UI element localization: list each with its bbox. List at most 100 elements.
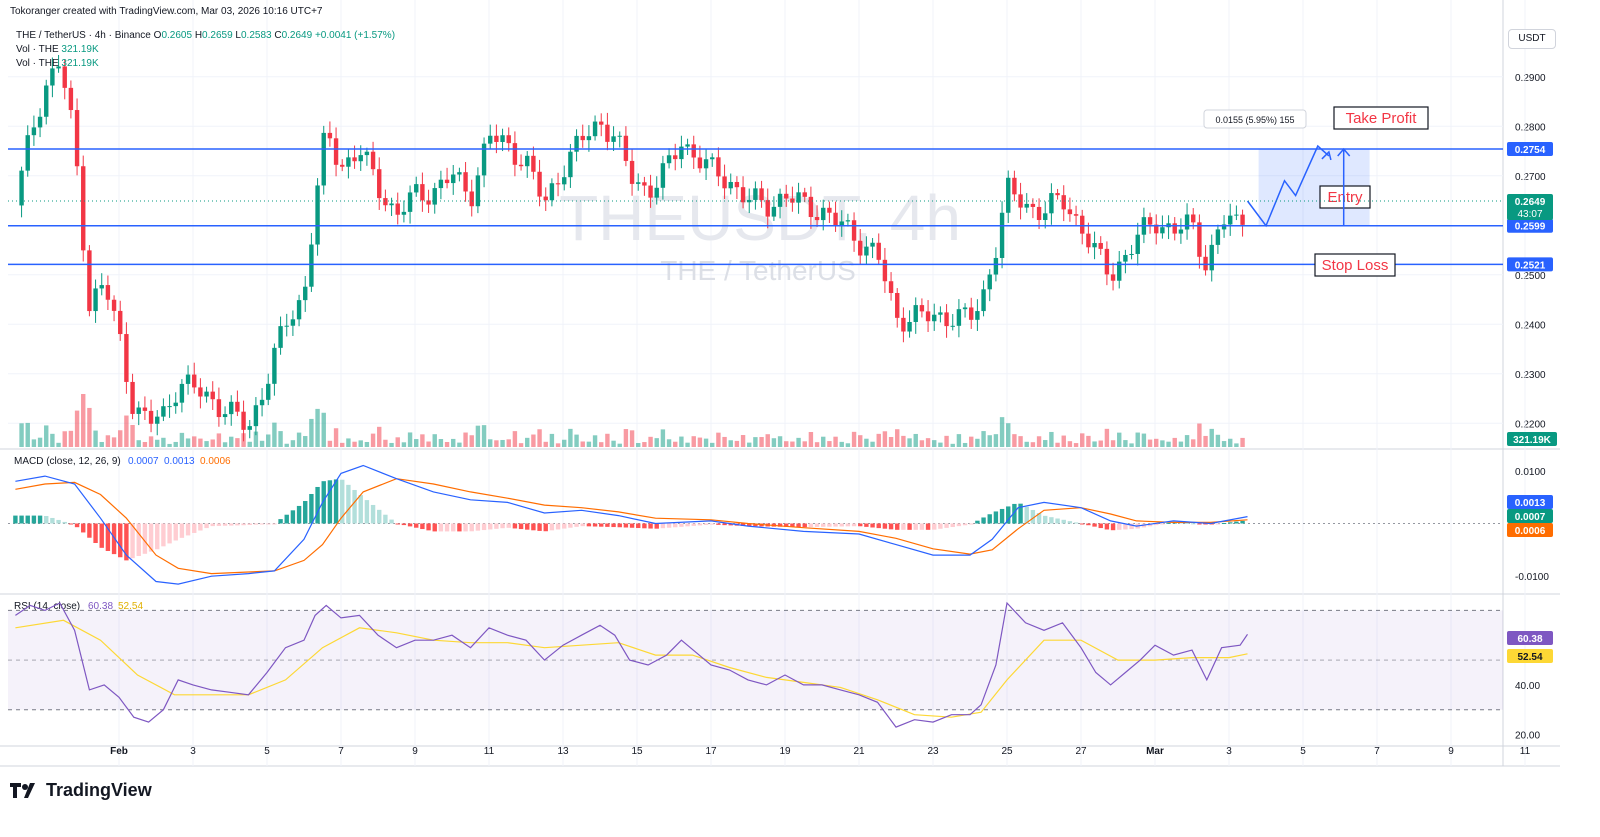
volume-bar: [414, 439, 419, 447]
callout-box: [1333, 106, 1429, 130]
symbol-name[interactable]: THE / TetherUS · 4h · Binance: [16, 30, 151, 41]
candle: [315, 178, 320, 256]
macd-histogram-bar: [13, 515, 18, 524]
time-tick-label: Mar: [1146, 746, 1164, 757]
candle: [777, 188, 783, 219]
volume-bar: [142, 441, 148, 447]
candle: [253, 397, 259, 436]
volume-bar: [192, 436, 197, 447]
volume-bar: [1197, 423, 1202, 447]
candle-body: [1221, 224, 1227, 230]
candle: [56, 54, 61, 73]
volume-bar: [777, 436, 783, 447]
tradingview-brand[interactable]: TradingView: [10, 780, 152, 801]
candle: [1073, 205, 1079, 226]
macd-histogram-bar: [679, 523, 684, 527]
candle-body: [352, 157, 357, 162]
volume-bar: [870, 441, 875, 447]
candle-body: [155, 416, 160, 424]
volume-legend-2[interactable]: Vol · THE 321.19K: [16, 58, 99, 69]
volume-bar: [759, 437, 764, 447]
volume-bar: [426, 441, 431, 447]
candle-body: [426, 200, 431, 205]
volume-bar: [407, 432, 413, 447]
candle-body: [475, 175, 481, 207]
macd-histogram-bar: [1215, 523, 1221, 525]
volume-bar: [93, 430, 98, 447]
candle-body: [932, 314, 937, 322]
macd-histogram-bar: [895, 523, 900, 530]
candle-body: [124, 334, 129, 382]
volume-bar: [1080, 433, 1085, 447]
currency-button[interactable]: USDT: [1508, 29, 1556, 49]
volume-bar: [925, 438, 931, 447]
candle-body: [1061, 195, 1066, 210]
candle-body: [697, 157, 703, 169]
candle-body: [192, 374, 197, 388]
volume-bar: [956, 434, 962, 447]
candle: [469, 179, 474, 217]
candle: [605, 112, 610, 151]
macd-histogram-bar: [383, 514, 388, 524]
candle: [216, 387, 222, 427]
macd-histogram-bar: [1043, 515, 1048, 524]
macd-histogram-bar: [488, 523, 493, 530]
candle-body: [1197, 222, 1202, 257]
candle-body: [901, 317, 906, 332]
rsi-tick-label: 20.00: [1515, 731, 1540, 742]
macd-histogram-bar: [50, 517, 55, 524]
volume-bar: [987, 435, 992, 447]
candle-body: [599, 121, 604, 125]
candle: [753, 181, 758, 210]
macd-histogram-bar: [654, 523, 659, 529]
volume-bar: [395, 437, 400, 447]
candle-body: [278, 326, 283, 348]
candle-body: [438, 179, 444, 189]
volume-bar: [827, 441, 832, 447]
candle: [642, 176, 647, 196]
macd-histogram-bar: [1209, 523, 1214, 525]
macd-histogram-bar: [1080, 523, 1085, 525]
candle: [814, 205, 820, 227]
candle: [210, 381, 215, 410]
macd-histogram-bar: [81, 523, 86, 533]
candle: [1098, 236, 1103, 255]
candle: [574, 129, 579, 162]
candle: [882, 247, 888, 293]
volume-bar: [629, 430, 635, 447]
candle: [463, 161, 468, 202]
candle: [81, 155, 86, 262]
candle: [1197, 214, 1202, 269]
volume-bar: [944, 435, 949, 447]
macd-histogram-bar: [204, 523, 209, 529]
macd-histogram-bar: [1240, 520, 1245, 524]
volume-bar: [352, 441, 357, 447]
candle: [179, 379, 185, 413]
volume-bar: [303, 436, 308, 447]
volume-bar: [771, 438, 777, 447]
candle: [716, 147, 721, 187]
candle: [161, 398, 166, 422]
candle-body: [956, 309, 962, 326]
macd-histogram-bar: [451, 523, 456, 532]
candle: [1024, 193, 1029, 213]
candle-body: [1110, 274, 1116, 281]
candle: [229, 395, 234, 426]
macd-histogram-bar: [1191, 523, 1196, 525]
volume-legend-1[interactable]: Vol · THE 321.19K: [16, 44, 99, 55]
time-tick-label: 3: [1226, 746, 1232, 757]
macd-histogram-bar: [25, 515, 30, 524]
candle: [192, 362, 197, 394]
candle-body: [25, 135, 30, 171]
candle: [1160, 215, 1165, 239]
volume-bar: [1030, 442, 1036, 447]
macd-histogram-bar: [925, 523, 931, 530]
candle-body: [747, 199, 752, 203]
volume-bar: [266, 434, 271, 447]
current-price-label: 0.2649: [1515, 197, 1546, 208]
candle-body: [895, 293, 900, 318]
candle: [19, 166, 24, 218]
volume-bar: [309, 418, 314, 447]
macd-histogram-bar: [1073, 522, 1079, 524]
